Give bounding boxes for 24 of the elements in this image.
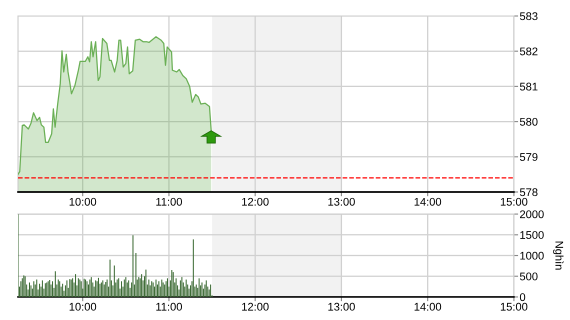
x-tick-label: 11:00 [156,302,182,311]
x-tick-label: 13:00 [328,198,355,206]
x-tick-label: 15:00 [500,198,528,206]
x-tick-label: 13:00 [328,302,355,311]
y-tick-label: 2000 [520,210,544,218]
x-tick-label: 14:00 [414,198,442,206]
x-tick-label: 14:00 [414,302,442,311]
y-tick-label: 581 [520,82,538,91]
y-tick-label: 1500 [520,231,544,239]
y-tick-label: 582 [520,47,538,56]
x-tick-label: 15:00 [500,302,528,311]
y-tick-label: 578 [520,188,538,196]
x-tick-label: 12:00 [242,198,269,206]
x-tick-label: 10:00 [70,198,96,206]
y-axis-title: Nghìn [553,242,564,270]
x-tick-label: 10:00 [70,302,96,311]
x-tick-label: 11:00 [156,198,182,206]
y-tick-label: 0 [520,293,526,302]
y-tick-label: 583 [520,12,538,20]
x-tick-label: 12:00 [242,302,269,311]
y-tick-label: 579 [520,153,538,161]
y-tick-label: 580 [520,118,538,126]
y-tick-label: 500 [520,272,538,280]
y-tick-label: 1000 [520,252,544,260]
